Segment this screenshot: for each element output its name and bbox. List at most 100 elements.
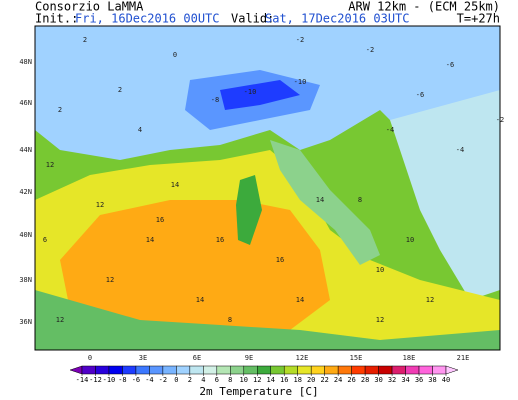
colorbar-box [391,365,406,375]
colorbar-box [257,365,271,375]
colorbar-label: 0 [174,376,178,384]
lon-label: 21E [457,354,470,362]
corsica-sardinia [236,175,262,245]
map-value: -6 [446,61,454,69]
map-value: 16 [276,256,284,264]
map-value: -8 [211,96,219,104]
lon-label: 15E [350,354,363,362]
colorbar-label: 28 [361,376,369,384]
map-value: -4 [456,146,464,154]
map-value: 10 [406,236,414,244]
map-value: 14 [146,236,154,244]
map-value: 14 [296,296,304,304]
lat-label: 40N [19,231,32,239]
map-frame [34,25,501,351]
colorbar: -14 -12 -10 -8 -6 -4 -2 0 2 4 6 8 10 12 14 16 18 20 22 24 26… [69,365,459,384]
colorbar-label: -8 [118,376,126,384]
colorbar-label: 6 [215,376,219,384]
lat-label: 48N [19,58,32,66]
map-value: 6 [43,236,47,244]
map-value: 12 [46,161,54,169]
map-value: 12 [376,316,384,324]
colorbar-box [189,365,204,375]
alps-core [220,80,300,110]
colorbar-label: 40 [442,376,450,384]
lon-label: 0 [88,354,92,362]
colorbar-label: 30 [374,376,382,384]
colorbar-label: -12 [89,376,102,384]
colorbar-box [243,365,258,375]
colorbar-end [445,365,459,375]
model: ARW 12km - (ECM 25km) [348,0,500,14]
map-value: 16 [156,216,164,224]
italy [270,140,380,265]
colorbar-box [122,365,137,375]
colorbar-box [162,365,177,375]
map-value: -2 [366,46,374,54]
map-value: 14 [196,296,204,304]
valid-label: Valid: [231,12,274,26]
colorbar-box [81,365,96,375]
north-africa [35,290,500,350]
lead-time: T=+27h [457,12,500,26]
colorbar-label: 20 [307,376,315,384]
lat-label: 44N [19,146,32,154]
colorbar-label: 34 [401,376,409,384]
map-value: -4 [386,126,394,134]
colorbar-box [95,365,110,375]
lat-label: 38N [19,276,32,284]
map-value: 12 [96,201,104,209]
init-label: Init.: [35,12,78,26]
map-labels: 2 0 -2 -2 -10 -10 -8 -6 -6 -4 4 2 12 14 14 12 12 14 16 16 16… [43,36,504,324]
colorbar-label: 24 [334,376,342,384]
colorbar-label: -14 [76,376,89,384]
map-value: -2 [496,116,504,124]
map-value: 8 [228,316,232,324]
colorbar-label: 26 [347,376,355,384]
colorbar-box [149,365,164,375]
map-value: 4 [138,126,142,134]
map [34,25,501,351]
map-value: -10 [294,78,307,86]
colorbar-label: 32 [388,376,396,384]
colorbar-box [135,365,150,375]
colorbar-label: 4 [201,376,205,384]
init-time: Fri, 16Dec2016 00UTC [75,12,220,26]
colorbar-box [270,365,285,375]
colorbar-box [283,365,298,375]
map-value: -10 [244,88,257,96]
map-value: 16 [216,236,224,244]
colorbar-box [364,365,379,375]
colorbar-label: -10 [103,376,116,384]
map-value: 2 [83,36,87,44]
colorbar-box [351,365,366,375]
colorbar-label: -4 [145,376,153,384]
colorbar-box [108,365,123,375]
balkans [390,90,500,300]
colorbar-box [324,365,339,375]
lat-label: 36N [19,318,32,326]
map-value: -2 [296,36,304,44]
lon-label: 3E [139,354,147,362]
map-value: 2 [58,106,62,114]
map-value: 14 [171,181,179,189]
colorbar-label: 36 [415,376,423,384]
map-value: 14 [316,196,324,204]
colorbar-label: 2 [188,376,192,384]
colorbar-box [432,365,447,375]
lat-label: 46N [19,99,32,107]
colorbar-label: 16 [280,376,288,384]
lon-label: 9E [245,354,253,362]
agency: Consorzio LaMMA [35,0,144,14]
colorbar-label: -2 [159,376,167,384]
lat-label: 42N [19,188,32,196]
colorbar-label: -6 [132,376,140,384]
colorbar-label: 8 [228,376,232,384]
lon-label: 6E [193,354,201,362]
map-value: 12 [56,316,64,324]
colorbar-label: 10 [240,376,248,384]
colorbar-label: 14 [267,376,275,384]
colorbar-box [176,365,191,375]
lon-label: 12E [296,354,309,362]
